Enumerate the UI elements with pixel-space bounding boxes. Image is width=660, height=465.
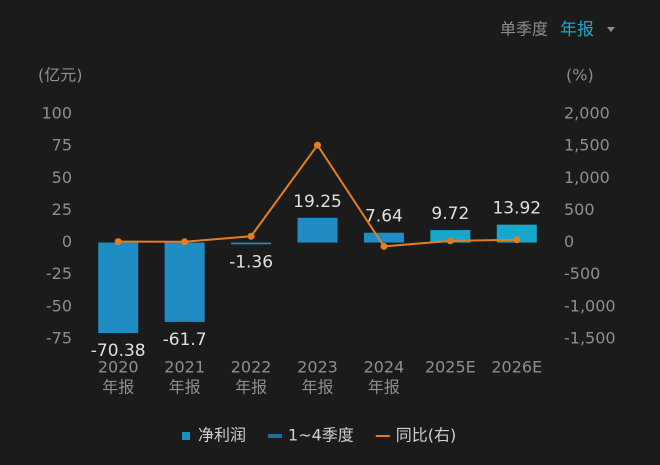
dropdown-arrow[interactable] (607, 27, 615, 32)
y-tick-label: 75 (52, 136, 72, 155)
value-label: 9.72 (431, 204, 469, 224)
yoy-point (247, 232, 255, 240)
bar (297, 217, 338, 243)
x-tick-label: 2022 (231, 358, 272, 377)
value-label: -61.7 (163, 330, 207, 350)
y-tick-label: -50 (46, 296, 72, 315)
yoy-point (114, 238, 122, 246)
x-tick-label: 年报 (301, 378, 333, 397)
y-tick-label: 50 (52, 168, 72, 187)
y-unit: (亿元) (38, 66, 83, 85)
y2-tick-label: 2,000 (564, 104, 610, 123)
x-tick-label: 2025E (425, 358, 476, 377)
x-tick-label: 年报 (235, 378, 267, 397)
legend-label: 同比(右) (396, 426, 457, 445)
y-tick-label: 25 (52, 200, 72, 219)
x-tick-label: 年报 (102, 378, 134, 397)
y2-tick-label: 1,500 (564, 136, 610, 155)
yoy-point (380, 242, 388, 250)
value-label: -70.38 (91, 341, 146, 361)
yoy-point (446, 237, 454, 245)
value-label: 13.92 (492, 199, 541, 219)
y2-tick-label: 500 (564, 200, 595, 219)
yoy-point (181, 238, 189, 246)
bar (496, 224, 537, 243)
y2-tick-label: 1,000 (564, 168, 610, 187)
bar (430, 230, 471, 243)
y-tick-label: -75 (46, 329, 72, 348)
x-tick-label: 2023 (297, 358, 338, 377)
legend-label: 1~4季度 (288, 426, 354, 445)
yoy-point (314, 141, 321, 149)
yoy-point (513, 236, 521, 244)
legend-swatch (182, 432, 190, 440)
x-tick-label: 年报 (169, 378, 201, 397)
y2-tick-label: -1,500 (564, 329, 616, 348)
y2-tick-label: -500 (564, 264, 600, 283)
toggle-annual[interactable]: 年报 (560, 20, 594, 40)
legend-label: 净利润 (198, 426, 246, 445)
legend-swatch (268, 434, 283, 438)
y2-unit: (%) (566, 66, 594, 85)
bar (231, 242, 272, 245)
toggle-quarter[interactable]: 单季度 (500, 20, 548, 39)
x-tick-label: 2024 (364, 358, 405, 377)
y2-tick-label: 0 (564, 232, 574, 251)
y2-tick-label: -1,000 (564, 296, 616, 315)
x-tick-label: 2020 (98, 358, 139, 377)
value-label: 19.25 (293, 192, 342, 212)
x-tick-label: 2026E (491, 358, 542, 377)
bar (363, 232, 404, 243)
value-label: 7.64 (365, 207, 403, 227)
x-tick-label: 2021 (164, 358, 205, 377)
y-tick-label: 0 (62, 232, 72, 251)
value-label: -1.36 (229, 252, 273, 272)
x-tick-label: 年报 (368, 378, 400, 397)
bar (98, 242, 139, 334)
y-tick-label: 100 (41, 104, 72, 123)
y-tick-label: -25 (46, 264, 72, 283)
bar (164, 242, 205, 322)
